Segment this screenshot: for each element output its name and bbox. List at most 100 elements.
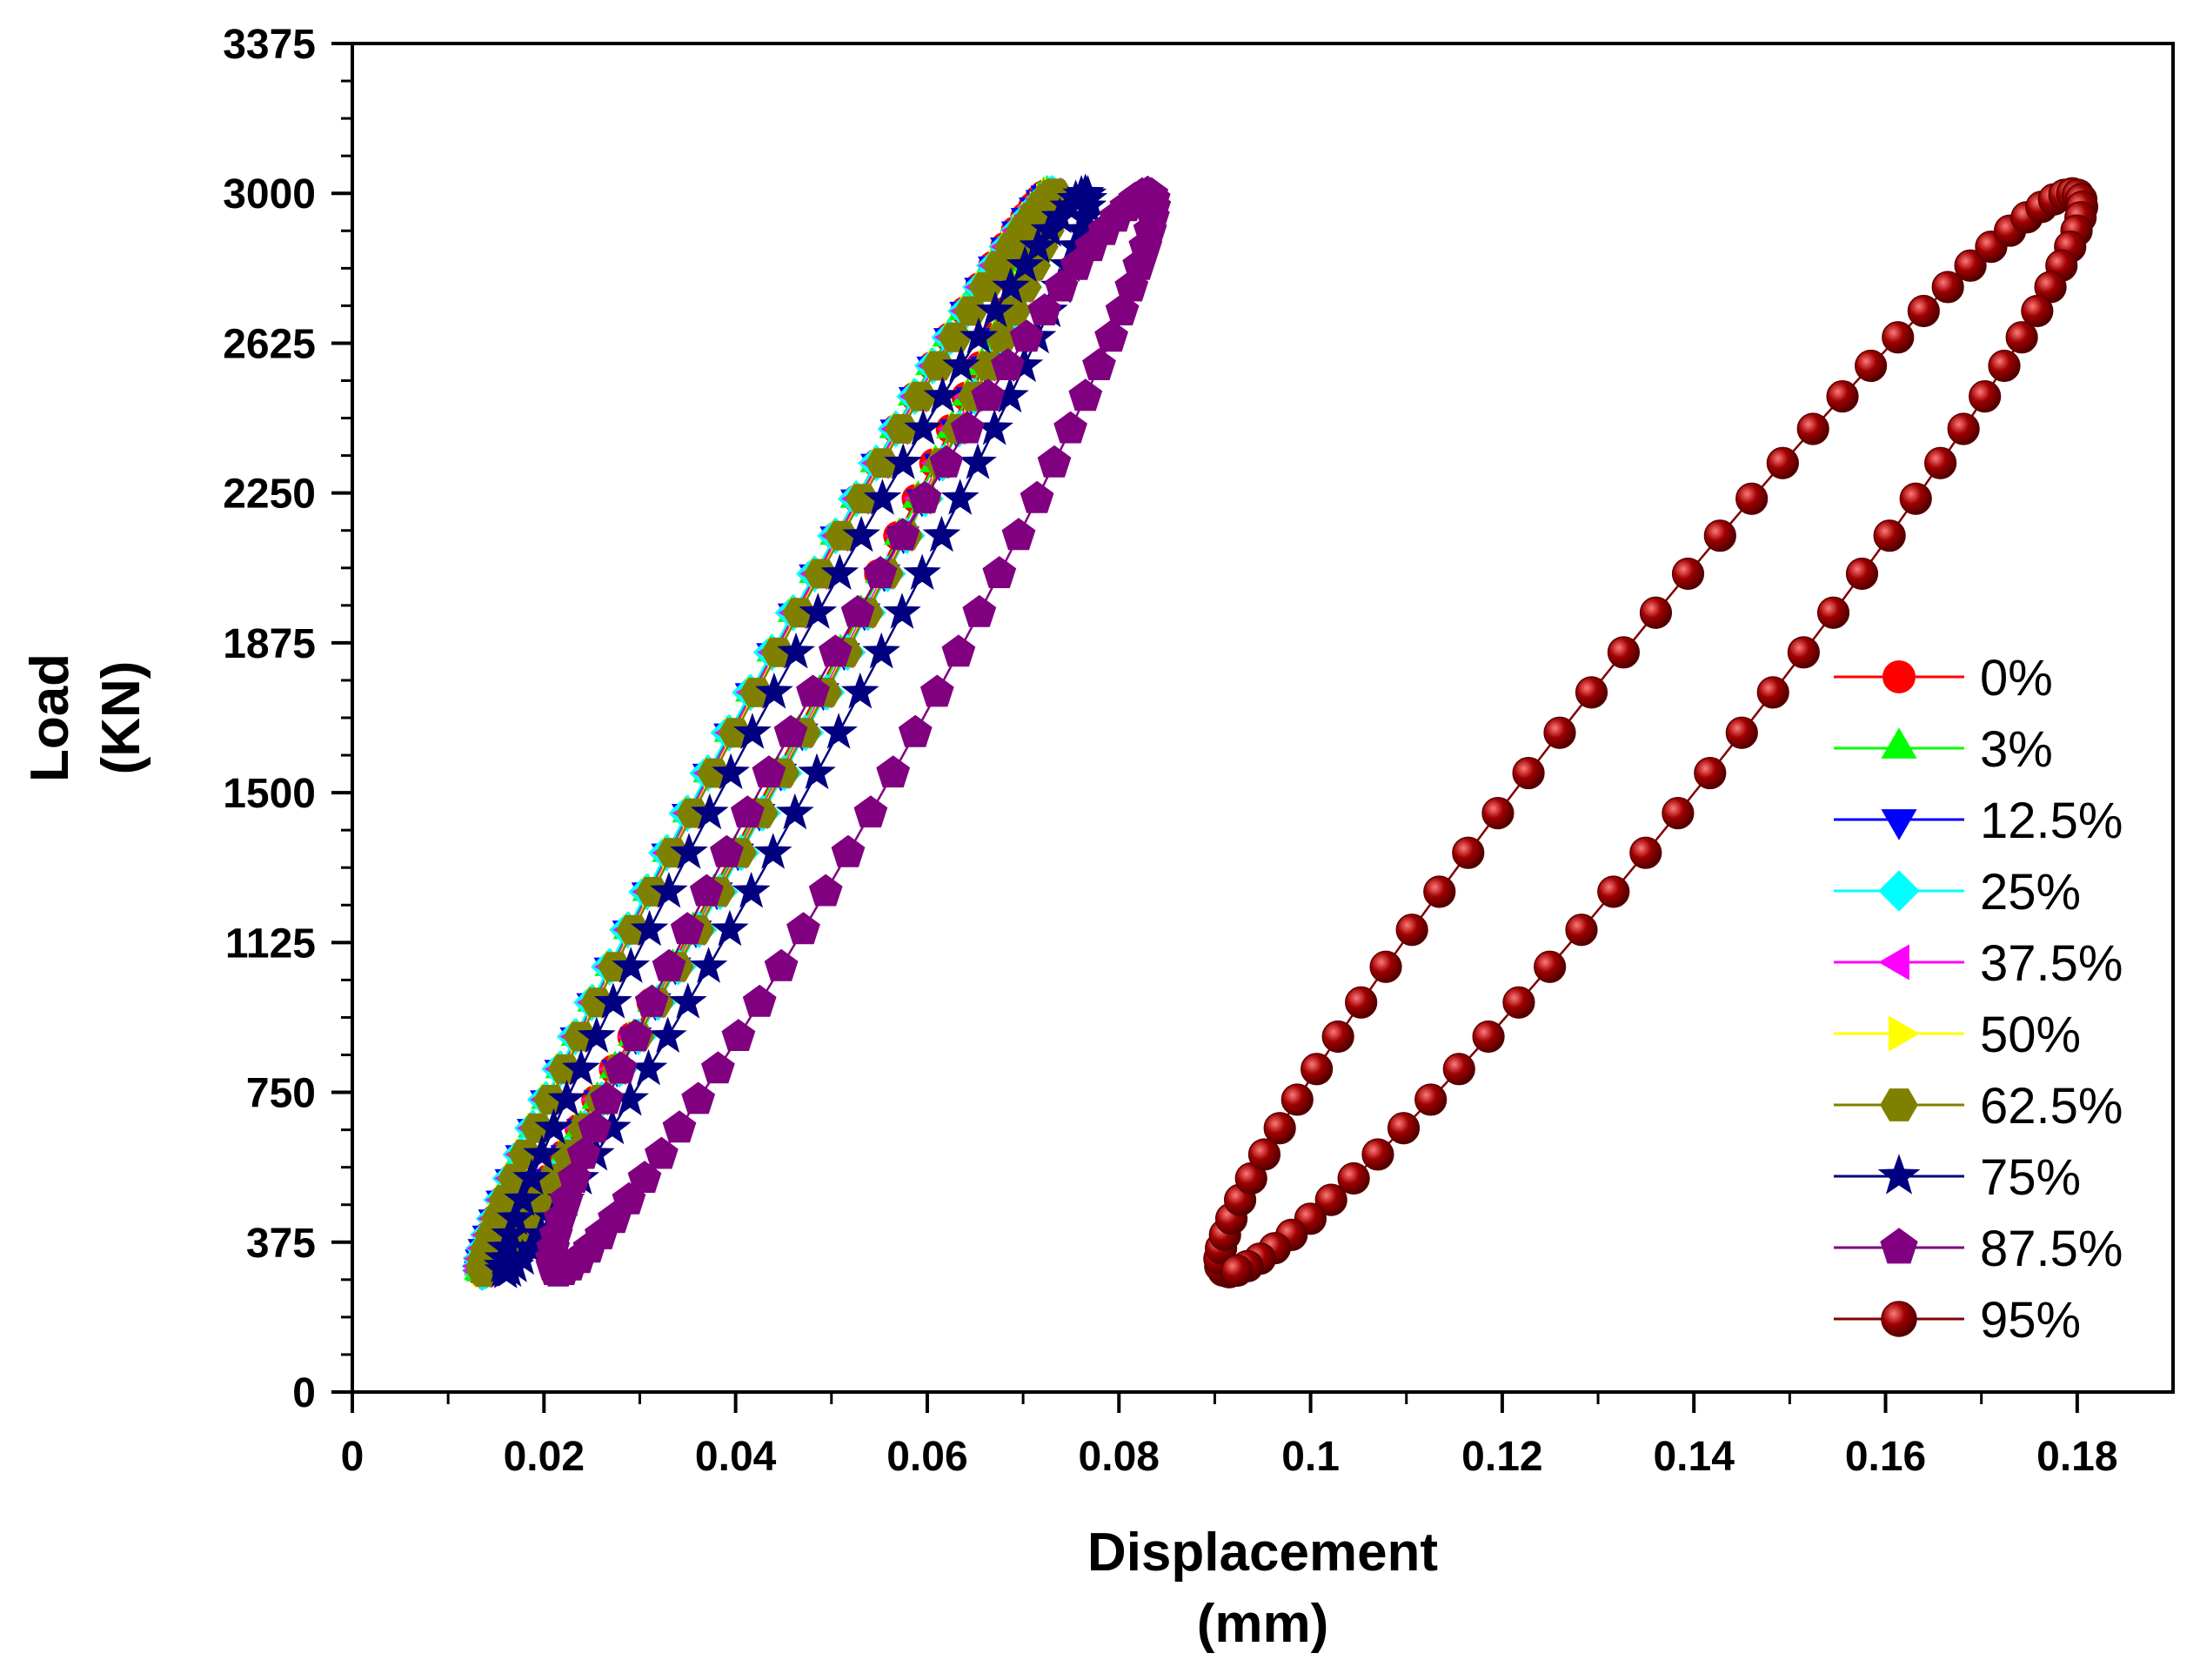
data-point — [1766, 446, 1799, 479]
legend-marker — [1880, 1228, 1918, 1264]
data-point — [1899, 482, 1932, 515]
data-point — [634, 984, 669, 1017]
data-point — [819, 713, 858, 749]
data-point — [742, 984, 777, 1017]
data-point — [1361, 1138, 1394, 1171]
data-point — [1907, 294, 1940, 328]
data-point — [752, 755, 786, 788]
data-point — [1005, 345, 1044, 383]
x-tick-label: 0.02 — [504, 1434, 585, 1480]
data-point — [786, 912, 820, 945]
axes-layer: 0 0.02 0.04 0.06 0.08 0.1 0.12 0.14 0.16 0.18 0 375… — [20, 22, 2175, 1654]
data-point — [776, 793, 814, 830]
data-point — [496, 1198, 535, 1235]
data-point — [630, 909, 669, 947]
data-point — [1639, 596, 1673, 629]
x-tick-label: 0.18 — [2036, 1434, 2117, 1480]
legend-marker — [1889, 1015, 1920, 1052]
legend-label: 37.5% — [1980, 935, 2123, 992]
data-point — [1094, 319, 1128, 352]
data-point — [922, 515, 961, 552]
data-point — [904, 409, 943, 445]
data-point — [662, 1110, 697, 1143]
data-point — [1502, 986, 1535, 1019]
data-point — [1452, 836, 1485, 869]
legend-label: 12.5% — [1980, 793, 2123, 849]
legend-label: 50% — [1980, 1007, 2081, 1063]
legend-item: 87.5% — [1834, 1221, 2123, 1277]
data-point — [1337, 1161, 1370, 1195]
data-point — [1845, 557, 1879, 591]
data-point — [1001, 518, 1036, 551]
data-point — [831, 834, 866, 867]
data-point — [1220, 1254, 1254, 1288]
data-point — [1472, 1020, 1505, 1054]
x-tick-label: 0.06 — [886, 1434, 967, 1480]
data-point — [845, 484, 879, 514]
data-point — [982, 556, 1017, 588]
data-point — [523, 1135, 561, 1171]
data-point — [1565, 914, 1598, 947]
data-point — [929, 445, 964, 478]
data-point — [1105, 293, 1140, 325]
x-tick-label: 0.08 — [1079, 1434, 1160, 1480]
data-point — [884, 443, 922, 479]
series-line — [551, 191, 1156, 1274]
data-point — [594, 982, 632, 1019]
y-tick-label: 2625 — [223, 321, 316, 367]
legend-label: 87.5% — [1980, 1221, 2123, 1277]
data-point — [991, 376, 1029, 413]
data-point — [883, 592, 921, 629]
y-tick-label: 375 — [246, 1221, 316, 1267]
data-point — [1263, 1112, 1296, 1145]
data-point — [721, 1019, 756, 1051]
y-tick-label: 750 — [246, 1071, 316, 1117]
legend-label: 75% — [1980, 1149, 2081, 1206]
data-point — [1735, 482, 1769, 515]
data-point — [612, 947, 651, 983]
data-point — [1345, 986, 1378, 1019]
data-point — [1924, 446, 1957, 479]
data-point — [853, 795, 888, 828]
data-point — [648, 1016, 687, 1053]
data-point — [941, 634, 976, 667]
data-point — [1387, 1112, 1421, 1145]
data-point — [1855, 349, 1888, 383]
data-point — [1009, 319, 1044, 352]
legend-item: 62.5% — [1834, 1078, 2123, 1135]
x-tick-label: 0 — [341, 1434, 364, 1480]
x-tick-label: 0.1 — [1281, 1434, 1340, 1480]
data-point — [953, 296, 988, 326]
legend-marker — [1877, 1154, 1921, 1195]
data-point — [1512, 756, 1545, 790]
series-95pct — [1203, 177, 2099, 1288]
legend-item: 50% — [1834, 1007, 2081, 1063]
data-point — [645, 1136, 679, 1169]
data-point — [578, 1110, 612, 1143]
data-point — [566, 1136, 601, 1169]
data-point — [985, 322, 1020, 352]
data-point — [512, 1228, 551, 1265]
data-point — [1053, 411, 1087, 444]
data-point — [2021, 294, 2054, 328]
data-point — [611, 1080, 649, 1116]
data-point — [491, 1250, 529, 1288]
data-point — [1597, 875, 1630, 908]
x-axis-unit: (mm) — [1197, 1594, 1329, 1654]
data-point — [739, 678, 774, 707]
legend-marker — [1880, 1088, 1918, 1121]
data-point — [919, 674, 954, 707]
data-point — [959, 443, 997, 479]
legend-label: 0% — [1980, 650, 2053, 706]
y-tick-label: 2250 — [223, 472, 316, 518]
data-point — [619, 1019, 652, 1051]
data-point — [898, 714, 933, 747]
legend-item: 25% — [1834, 864, 2081, 920]
data-point — [1369, 950, 1402, 983]
legend-label: 25% — [1980, 864, 2081, 920]
data-point — [1725, 716, 1758, 749]
y-tick-label: 1125 — [225, 920, 316, 967]
data-point — [1056, 226, 1094, 264]
data-point — [1062, 211, 1100, 247]
